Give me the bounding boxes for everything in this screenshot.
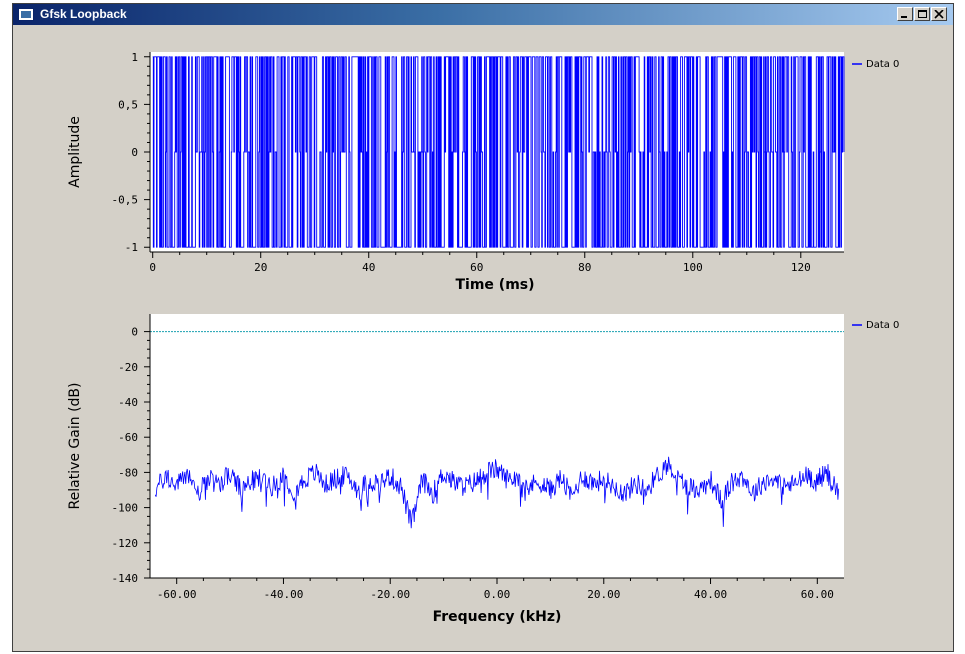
- time-series-line: [152, 56, 845, 248]
- freq-series-line: [154, 456, 840, 529]
- freq-plot-area[interactable]: [150, 314, 844, 578]
- freq-y-tick-label: 0: [131, 326, 138, 339]
- freq-legend[interactable]: Data 0: [852, 320, 899, 331]
- freq-y-tick-label: -80: [118, 466, 138, 479]
- window-controls: [897, 7, 947, 21]
- freq-x-axis-title: Frequency (kHz): [433, 609, 562, 625]
- freq-y-tick-label: -60: [118, 431, 138, 444]
- time-y-tick-label: 0: [131, 146, 138, 159]
- time-x-tick-label: 100: [683, 261, 703, 274]
- time-x-tick-label: 0: [149, 261, 156, 274]
- freq-x-tick-label: -40.00: [264, 588, 304, 601]
- time-legend[interactable]: Data 0: [852, 59, 899, 70]
- minimize-icon[interactable]: [897, 7, 913, 21]
- time-y-tick-label: -1: [125, 241, 138, 254]
- time-domain-plot[interactable]: 0 20 40 60 80 100 120 -1 -0,5 0 0,5 1 Time (ms) Am…: [67, 51, 899, 293]
- time-x-tick-label: 80: [578, 261, 591, 274]
- freq-legend-label: Data 0: [866, 320, 899, 331]
- time-x-ticks: 0 20 40 60 80 100 120: [149, 252, 811, 274]
- close-icon[interactable]: [931, 7, 947, 21]
- window-title: Gfsk Loopback: [40, 7, 127, 21]
- freq-x-tick-label: -20.00: [370, 588, 410, 601]
- freq-x-ticks: -60.00 -40.00 -20.00 0.00 20.00 40.00 60.00: [157, 578, 834, 601]
- maximize-icon[interactable]: [914, 7, 930, 21]
- time-y-ticks: -1 -0,5 0 0,5 1: [112, 51, 150, 254]
- freq-x-tick-label: -60.00: [157, 588, 197, 601]
- freq-y-tick-label: -40: [118, 396, 138, 409]
- freq-x-tick-label: 40.00: [694, 588, 727, 601]
- time-y-tick-label: 1: [131, 51, 138, 64]
- frequency-domain-plot[interactable]: -60.00 -40.00 -20.00 0.00 20.00 40.00 60.00 0 -…: [67, 314, 899, 625]
- time-x-tick-label: 60: [470, 261, 483, 274]
- freq-x-tick-label: 60.00: [801, 588, 834, 601]
- time-legend-label: Data 0: [866, 59, 899, 70]
- title-bar[interactable]: Gfsk Loopback: [13, 4, 953, 25]
- freq-x-tick-label: 20.00: [587, 588, 620, 601]
- freq-y-tick-label: -140: [112, 572, 139, 585]
- freq-y-ticks: 0 -20 -40 -60 -80 -100 -120 -140: [112, 326, 150, 585]
- freq-y-tick-label: -20: [118, 361, 138, 374]
- freq-y-tick-label: -100: [112, 502, 139, 515]
- time-x-tick-label: 20: [254, 261, 267, 274]
- time-x-tick-label: 40: [362, 261, 375, 274]
- time-y-tick-label: 0,5: [118, 98, 138, 111]
- time-trace: [152, 56, 845, 248]
- freq-y-axis-title: Relative Gain (dB): [67, 383, 83, 510]
- freq-y-tick-label: -120: [112, 537, 139, 550]
- time-x-tick-label: 120: [791, 261, 811, 274]
- time-y-tick-label: -0,5: [112, 194, 139, 207]
- time-y-axis-title: Amplitude: [67, 116, 83, 188]
- freq-x-tick-label: 0.00: [484, 588, 511, 601]
- time-x-axis-title: Time (ms): [455, 277, 534, 293]
- freq-trace: [154, 456, 840, 529]
- app-window-icon[interactable]: [18, 8, 34, 21]
